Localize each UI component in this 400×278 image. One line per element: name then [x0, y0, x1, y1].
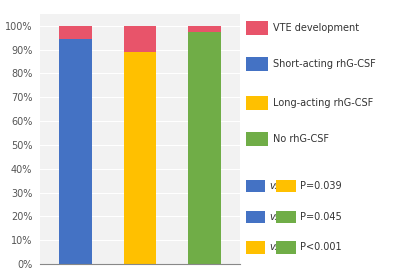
Bar	[59, 26, 92, 39]
Bar	[188, 26, 221, 32]
Text: Long-acting rhG-CSF: Long-acting rhG-CSF	[273, 98, 373, 108]
Bar	[188, 32, 221, 264]
Bar	[59, 39, 92, 264]
Text: vs: vs	[269, 242, 280, 252]
Text: P<0.001: P<0.001	[300, 242, 341, 252]
Text: VTE development: VTE development	[273, 23, 359, 33]
Bar	[124, 26, 156, 52]
Text: vs: vs	[269, 212, 280, 222]
Text: No rhG-CSF: No rhG-CSF	[273, 134, 329, 144]
Bar	[124, 52, 156, 264]
Text: vs: vs	[269, 181, 280, 191]
Text: P=0.039: P=0.039	[300, 181, 341, 191]
Text: Short-acting rhG-CSF: Short-acting rhG-CSF	[273, 59, 376, 69]
Text: P=0.045: P=0.045	[300, 212, 341, 222]
